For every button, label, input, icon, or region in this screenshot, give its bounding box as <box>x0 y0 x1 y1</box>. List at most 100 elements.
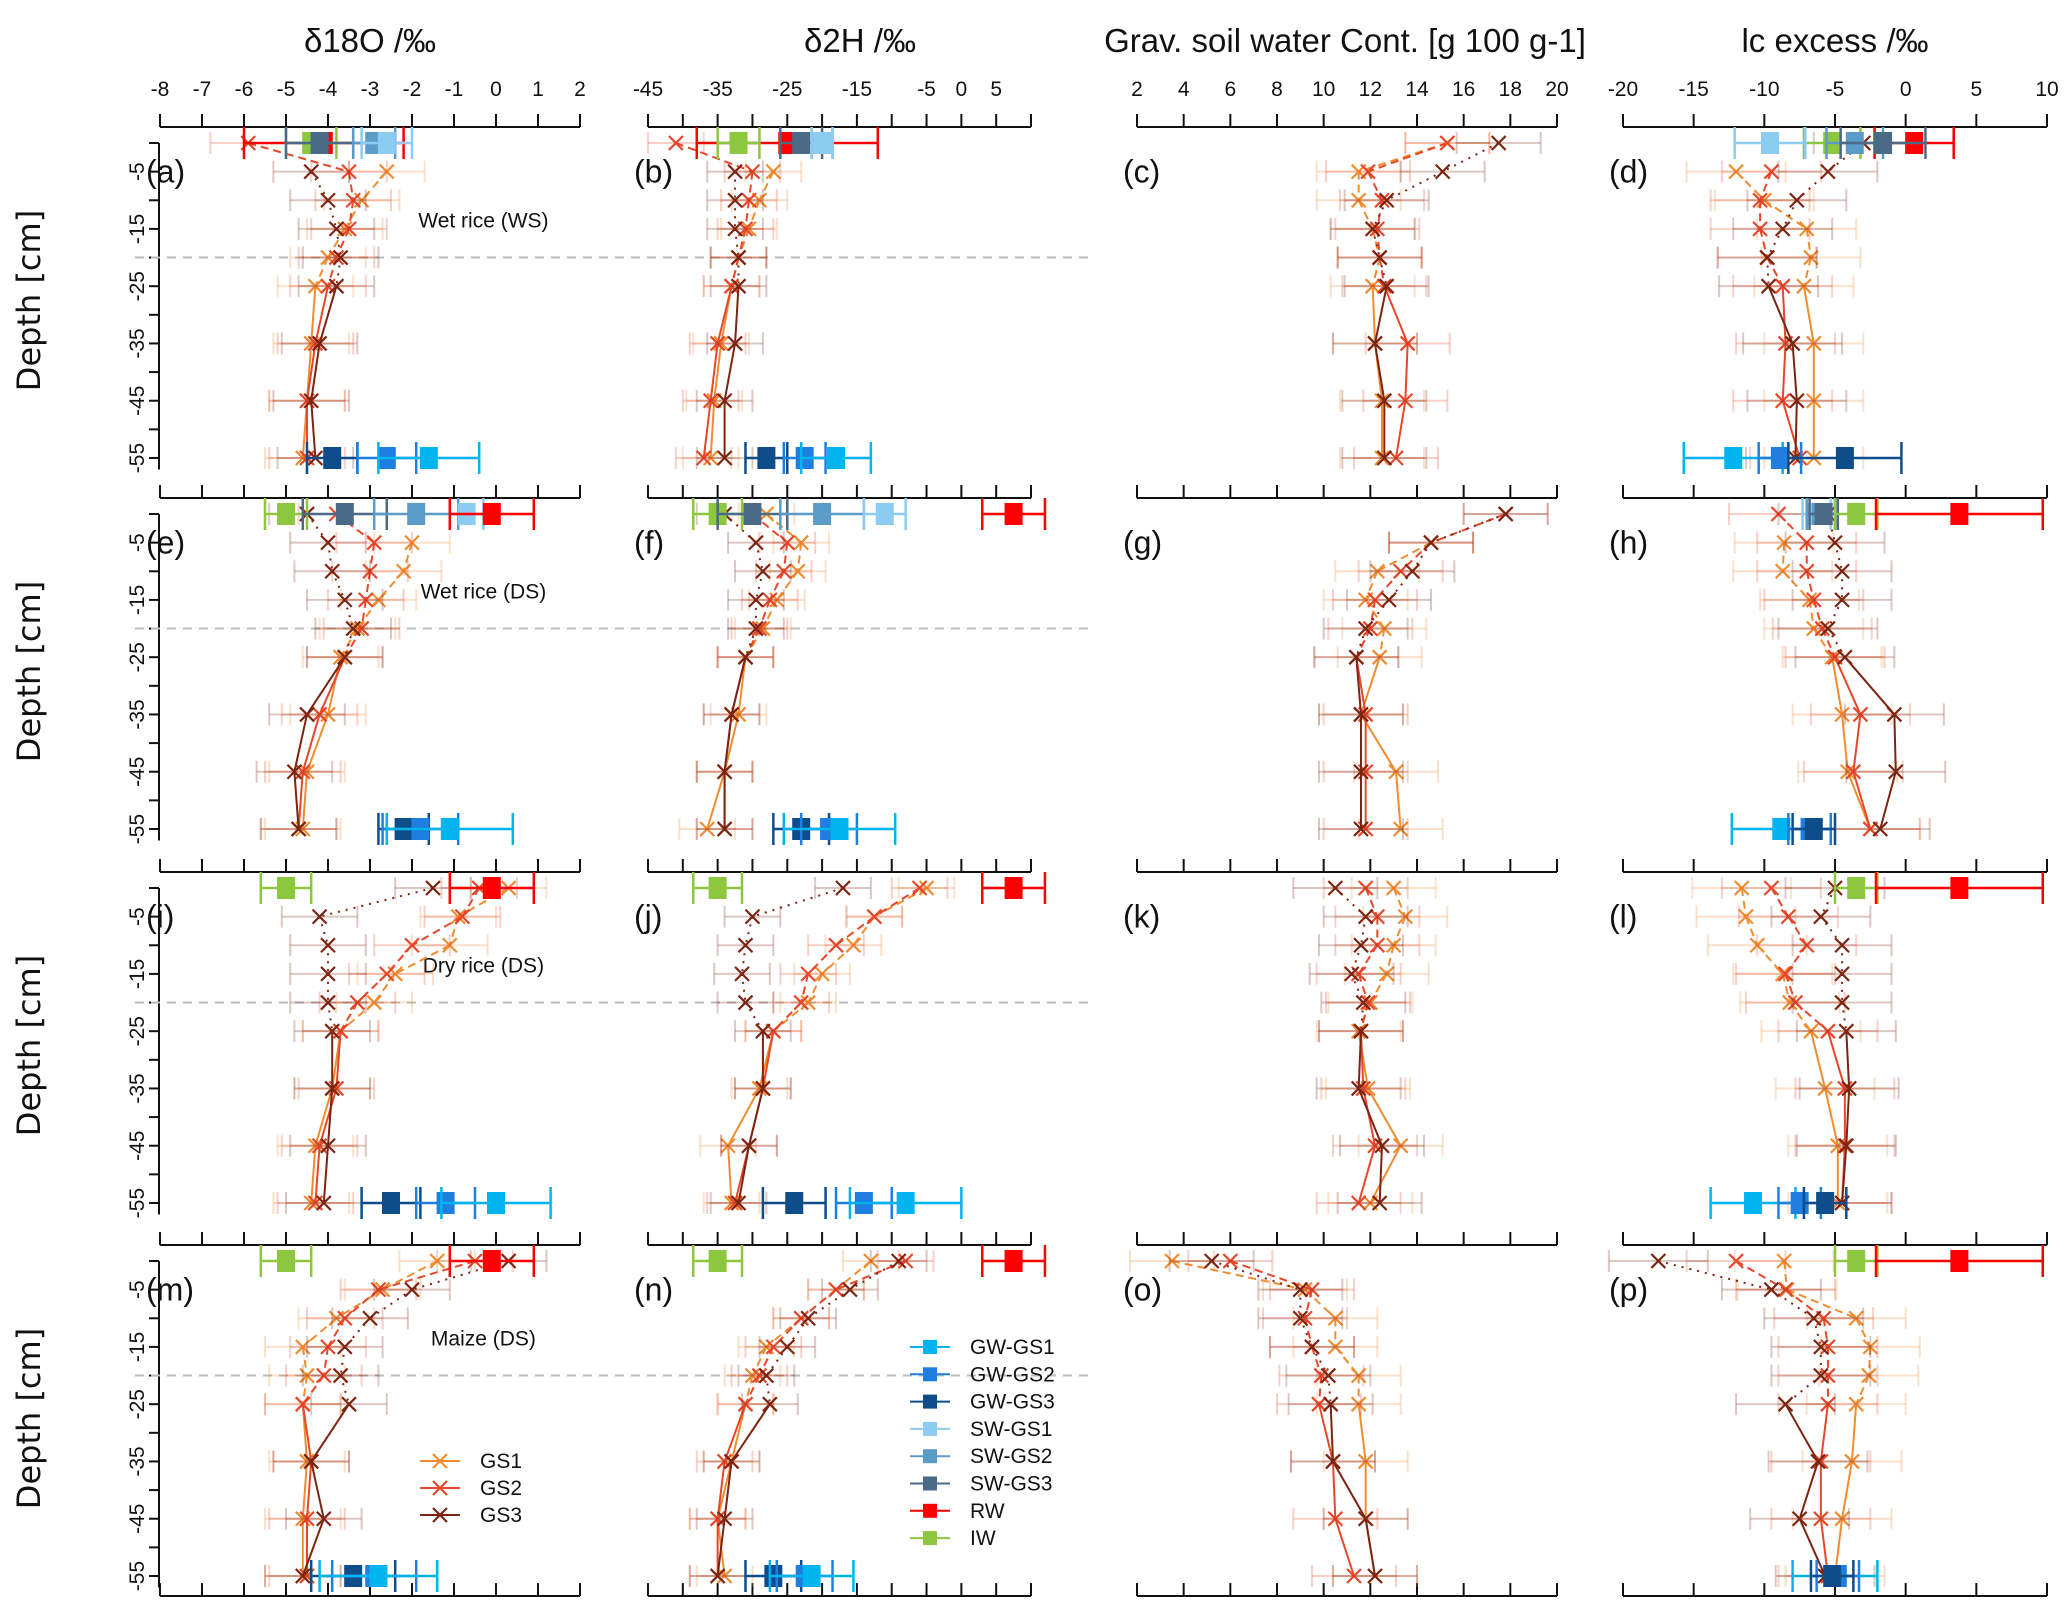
series-line-gs2 <box>301 714 321 773</box>
water-point-sw-gs3 <box>1814 503 1833 525</box>
x-tick-label: 12 <box>1359 78 1382 101</box>
series-line-gs2 <box>1369 599 1376 629</box>
panel-label: (j) <box>634 899 662 935</box>
data-point-gs3 <box>1434 163 1451 180</box>
data-point-gs3 <box>730 1195 747 1211</box>
series-line-gs2 <box>835 915 875 947</box>
series-line-gs3 <box>741 945 747 975</box>
y-tick-label: -35 <box>126 1446 149 1476</box>
legend-label-sw-gs1: SW-GS1 <box>970 1418 1052 1441</box>
data-point-gs1 <box>863 1253 879 1269</box>
series-line-gs3 <box>723 714 733 772</box>
series-line-gs2 <box>335 228 350 258</box>
x-tick-label: -7 <box>193 78 212 101</box>
series-line-gs2 <box>360 599 367 629</box>
data-point-gs2 <box>1327 1510 1344 1527</box>
water-point-rw <box>482 503 501 525</box>
data-point-gs3 <box>758 1367 775 1384</box>
series-line-gs3 <box>1834 542 1844 572</box>
series-line-gs2 <box>306 343 317 401</box>
series-line-gs1 <box>1867 1346 1872 1376</box>
series-line-gs3 <box>1357 1088 1383 1147</box>
data-point-gs1 <box>1327 1310 1344 1327</box>
legend-marker-gs2 <box>432 1480 448 1496</box>
x-tick-label: 5 <box>990 78 1002 101</box>
data-point-gs2 <box>311 706 328 723</box>
series-line-gs1 <box>1745 916 1759 946</box>
data-point-gs2 <box>744 163 761 180</box>
data-point-gs2 <box>320 1339 336 1355</box>
series-line-gs2 <box>318 656 346 715</box>
x-tick-label: -5 <box>917 78 936 101</box>
series-line-gs2 <box>1759 228 1769 258</box>
column-title-2: Grav. soil water Cont. [g 100 g-1] <box>1104 22 1586 59</box>
legend-water: GW-GS1 GW-GS2 GW-GS3 SW-GS1 SW-GS2 SW-GS3 RW IW <box>910 1336 1055 1550</box>
data-point-gs2 <box>1820 1339 1836 1355</box>
data-point-gs3 <box>755 1023 771 1039</box>
series-line-gs3 <box>1766 228 1784 259</box>
data-point-gs2 <box>379 966 395 982</box>
series-line-gs2 <box>1834 656 1862 715</box>
series-line-gs2 <box>327 1317 346 1348</box>
data-point-gs3 <box>1376 392 1393 409</box>
legend-label-rw: RW <box>970 1500 1005 1523</box>
data-point-gs2 <box>1357 880 1374 896</box>
series-line-gs3 <box>1350 973 1365 1003</box>
data-point-gs1 <box>1397 908 1414 925</box>
data-point-gs1 <box>1806 392 1822 409</box>
y-tick-label: -25 <box>126 1389 149 1419</box>
x-tick-label: 0 <box>1900 78 1912 101</box>
series-line-gs2 <box>1230 1260 1313 1291</box>
series-line-gs3 <box>1374 343 1386 401</box>
panel-label: (p) <box>1609 1272 1648 1308</box>
data-point-gs2 <box>1360 994 1376 1011</box>
series-line-gs1 <box>1763 199 1808 230</box>
data-point-gs2 <box>695 450 712 466</box>
data-point-gs1 <box>1362 994 1379 1011</box>
data-point-gs1 <box>395 563 412 580</box>
series-line-gs2 <box>716 285 733 344</box>
data-point-gs1 <box>1776 534 1792 551</box>
series-line-gs3 <box>1371 228 1381 258</box>
series-line-gs1 <box>727 1145 733 1204</box>
series-line-gs3 <box>1374 285 1388 344</box>
series-line-gs2 <box>761 1031 775 1089</box>
series-line-gs1 <box>1367 1087 1402 1147</box>
data-point-gs2 <box>349 994 366 1011</box>
data-point-gs3 <box>341 1396 357 1412</box>
water-point-rw <box>482 1250 501 1272</box>
data-point-gs1 <box>789 563 806 580</box>
series-line-gs1 <box>737 657 747 715</box>
series-line-gs2 <box>873 887 921 918</box>
water-point-sw-gs3 <box>1874 132 1893 154</box>
data-point-gs3 <box>800 1310 816 1327</box>
data-point-gs3 <box>1820 620 1836 637</box>
series-line-gs3 <box>318 285 338 344</box>
series-line-gs3 <box>335 257 342 287</box>
series-line-gs3 <box>752 887 844 918</box>
series-line-gs1 <box>1783 1260 1788 1290</box>
data-point-gs3 <box>1353 937 1369 954</box>
water-point-sw-gs1 <box>813 132 832 154</box>
panel-i: (i) Dry rice (DS) <box>146 859 581 1219</box>
data-point-gs3 <box>1838 1023 1855 1039</box>
series-line-gs3 <box>310 343 321 401</box>
series-line-gs2 <box>1311 1346 1323 1376</box>
series-line-gs3 <box>1311 1346 1330 1377</box>
data-point-gs2 <box>1814 620 1831 637</box>
series-line-gs1 <box>1385 945 1395 975</box>
series-line-gs3 <box>1844 656 1896 716</box>
series-line-gs2 <box>1812 599 1824 629</box>
data-point-gs2 <box>751 620 768 637</box>
row-1: -5 -15 -25 -35 -45 -55 Depth [cm] (e) Wet rice (… <box>10 485 2048 845</box>
data-point-gs2 <box>1774 392 1791 409</box>
land-use-annotation: Maize (DS) <box>431 1327 536 1350</box>
data-point-gs3 <box>328 278 345 294</box>
panel-c: 2 4 6 8 10 12 14 16 18 20 (c) <box>1123 78 1569 469</box>
panel-j: (j) <box>634 859 1047 1219</box>
data-point-gs1 <box>379 163 395 180</box>
water-point-gw-gs1 <box>419 447 438 469</box>
series-line-gs3 <box>1378 257 1388 287</box>
series-line-gs3 <box>327 1002 334 1032</box>
series-line-gs1 <box>730 1403 747 1462</box>
